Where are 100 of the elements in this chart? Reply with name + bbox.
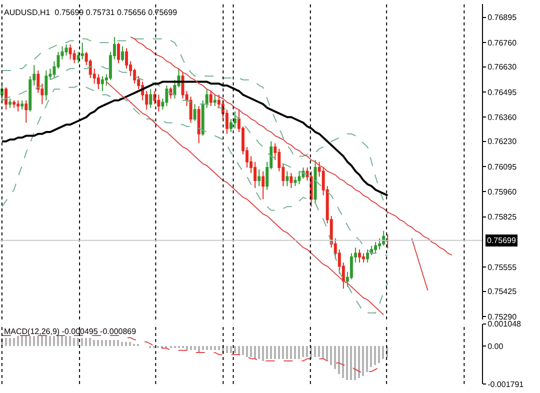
- y-tick-label: 0.76895: [488, 13, 518, 22]
- candlestick: [68, 44, 72, 60]
- candlestick: [20, 100, 24, 110]
- candlestick: [12, 100, 16, 108]
- bar: [242, 346, 244, 355]
- bar: [370, 346, 372, 367]
- bar: [21, 336, 23, 346]
- bar: [73, 338, 75, 346]
- bar: [69, 336, 71, 346]
- bar: [266, 346, 268, 359]
- candlestick: [258, 168, 261, 187]
- bar: [362, 346, 364, 376]
- chart-title: MACD(12,26,9) -0.000495 -0.000869: [4, 327, 137, 336]
- bar: [210, 346, 212, 350]
- candlestick: [290, 172, 293, 188]
- bar: [89, 338, 91, 346]
- bar: [25, 336, 27, 346]
- candlestick: [213, 94, 216, 106]
- candlestick: [80, 42, 84, 60]
- y-tick-label: -0.001791: [488, 380, 524, 389]
- bar: [322, 346, 324, 359]
- bar: [109, 340, 111, 346]
- y-tick-label: 0.75290: [488, 312, 518, 322]
- bar: [37, 336, 39, 346]
- candlestick: [366, 248, 370, 264]
- bar: [202, 346, 204, 350]
- candlestick: [165, 84, 168, 106]
- bar: [346, 346, 348, 380]
- bar: [278, 346, 280, 359]
- bar: [113, 340, 115, 346]
- line-series: [2, 38, 388, 215]
- y-tick-label: 0.76360: [488, 112, 518, 122]
- bar: [41, 336, 43, 346]
- candlestick: [169, 86, 172, 99]
- candlestick: [209, 90, 212, 106]
- line-series: [2, 66, 388, 256]
- bar: [382, 346, 384, 359]
- candlestick: [314, 160, 317, 204]
- candlestick: [149, 88, 152, 108]
- bar: [366, 346, 368, 372]
- bar: [286, 346, 288, 359]
- bar: [45, 336, 47, 346]
- candlestick: [4, 86, 8, 110]
- bar: [282, 346, 284, 359]
- bar: [81, 338, 83, 346]
- bar: [218, 346, 220, 350]
- bar: [101, 340, 103, 346]
- candlestick: [298, 170, 301, 185]
- y-tick-label: 0.75555: [488, 262, 518, 272]
- bar: [194, 346, 196, 350]
- bar: [206, 346, 208, 350]
- line-series: [2, 84, 388, 314]
- candlestick: [157, 94, 160, 112]
- candlestick: [382, 230, 386, 246]
- y-tick-label: 0.75825: [488, 212, 518, 222]
- bar: [85, 338, 87, 346]
- bar: [61, 336, 63, 346]
- candlestick: [16, 100, 20, 112]
- line-series: [2, 335, 388, 374]
- bar: [246, 346, 248, 357]
- line-series: [130, 36, 452, 256]
- line-series: [411, 238, 428, 291]
- y-tick-label: 0.001048: [488, 320, 522, 329]
- y-tick-label: 0.76230: [488, 137, 518, 146]
- bar: [53, 336, 55, 346]
- candlestick: [64, 44, 68, 56]
- bar: [354, 346, 356, 380]
- text: AUDUSD,H1 0.75699 0.75731 0.75656 0.75699: [4, 8, 178, 17]
- bar: [290, 346, 292, 359]
- bar: [121, 342, 123, 346]
- candlestick: [193, 104, 196, 122]
- bar: [77, 338, 79, 346]
- bar: [186, 346, 188, 350]
- candlestick: [44, 70, 48, 101]
- bar: [234, 346, 236, 353]
- bar: [230, 346, 232, 353]
- bar: [330, 346, 332, 365]
- bar: [262, 346, 264, 361]
- candlestick: [362, 252, 365, 264]
- bar: [13, 338, 15, 346]
- y-tick-label: 0.75960: [488, 187, 518, 196]
- candlestick: [286, 170, 289, 187]
- bar: [334, 346, 336, 369]
- candlestick: [205, 88, 208, 108]
- y-tick-label: 0.00: [488, 342, 504, 351]
- candlestick: [262, 170, 265, 200]
- bar: [65, 336, 67, 346]
- ref-line-label: 0.75699: [487, 236, 516, 245]
- bar: [318, 346, 320, 357]
- bar: [5, 338, 7, 346]
- y-tick-label: 0.76095: [488, 162, 518, 172]
- bar: [93, 340, 95, 346]
- bar: [105, 340, 107, 346]
- bar: [342, 346, 344, 378]
- candlestick: [121, 46, 124, 62]
- bar: [258, 346, 260, 359]
- bar: [338, 346, 340, 374]
- bar: [49, 336, 51, 346]
- bar: [17, 336, 19, 346]
- bar: [226, 346, 228, 353]
